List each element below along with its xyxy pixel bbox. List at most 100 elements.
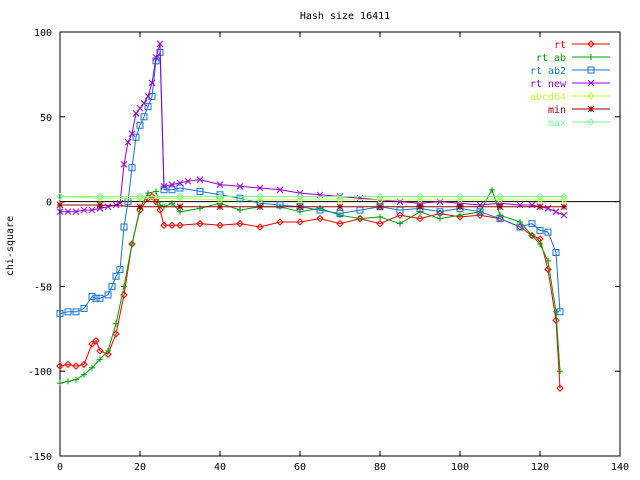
data-point [276, 186, 284, 194]
data-point [376, 203, 384, 211]
data-point [128, 130, 136, 138]
data-point [544, 265, 552, 274]
data-point [88, 206, 96, 214]
data-point [96, 192, 104, 201]
data-point [552, 316, 560, 325]
data-point [97, 356, 103, 363]
data-point [132, 110, 140, 117]
data-point [196, 219, 204, 228]
data-point [80, 206, 88, 214]
series-line [60, 43, 565, 216]
x-tick-label: 0 [57, 462, 63, 473]
y-tick-label: -100 [28, 367, 52, 378]
data-point [92, 336, 100, 345]
y-tick-label: -150 [28, 452, 52, 463]
data-point [336, 203, 344, 211]
data-point [56, 201, 64, 209]
data-point [104, 291, 112, 299]
y-tick-label: 100 [34, 28, 52, 39]
data-point [437, 215, 443, 222]
data-point [56, 192, 64, 201]
data-point [112, 330, 120, 338]
series-rt-ab2 [56, 48, 564, 318]
data-point [88, 340, 96, 348]
data-point [104, 203, 112, 211]
data-point [296, 196, 304, 204]
series-line [59, 188, 561, 384]
data-point [140, 113, 148, 121]
legend-swatch-marker [587, 79, 595, 87]
data-point [336, 209, 344, 217]
data-point [528, 220, 536, 228]
series-line [59, 195, 561, 389]
data-point [536, 203, 544, 211]
data-point [156, 206, 164, 214]
data-point [357, 215, 363, 222]
data-point [80, 304, 88, 312]
data-point [529, 232, 535, 239]
data-point [256, 203, 264, 211]
series-line [59, 52, 561, 314]
data-point [496, 215, 504, 223]
data-point [116, 265, 124, 273]
x-tick-label: 80 [374, 462, 386, 473]
data-point [144, 93, 152, 100]
series-line [59, 196, 564, 201]
legend-label: rt ab [536, 53, 566, 64]
data-point [396, 211, 404, 219]
y-tick-label: 50 [40, 113, 52, 124]
data-point [169, 200, 175, 207]
data-point [336, 219, 344, 228]
data-point [216, 181, 224, 188]
data-point [537, 241, 543, 247]
data-point [148, 192, 156, 201]
data-point [236, 219, 244, 228]
data-point [124, 138, 132, 146]
data-point [140, 99, 148, 107]
data-point [456, 203, 464, 211]
data-point [216, 192, 224, 201]
data-point [496, 203, 504, 211]
series-rt [56, 192, 564, 392]
series-line [60, 204, 564, 208]
data-point [556, 308, 564, 316]
data-point [136, 104, 144, 112]
y-tick-label: 0 [46, 198, 52, 209]
data-point [236, 182, 244, 190]
series-rt-new [56, 40, 568, 219]
data-point [56, 310, 64, 318]
data-point [168, 181, 176, 188]
legend-label: rt [554, 40, 566, 51]
data-point [176, 203, 184, 211]
legend-swatch-marker [587, 92, 595, 100]
data-point [64, 308, 72, 316]
data-point [276, 201, 284, 209]
data-point [144, 103, 152, 111]
legend-label: rt ab2 [530, 66, 566, 77]
data-point [156, 40, 164, 48]
legend-swatch-marker [588, 54, 594, 60]
data-point [56, 362, 64, 370]
legend-label: min [548, 105, 566, 116]
data-point [376, 192, 384, 201]
data-point [557, 368, 563, 375]
data-point [256, 223, 264, 231]
data-point [516, 223, 524, 231]
data-point [397, 220, 403, 227]
data-point [176, 179, 184, 187]
x-tick-label: 120 [531, 462, 549, 473]
legend-swatch-marker [587, 105, 595, 113]
legend-label: abcd64 [530, 92, 566, 103]
data-point [552, 208, 560, 216]
data-point [72, 208, 80, 216]
legend-label: max [548, 118, 566, 129]
data-point [296, 218, 304, 226]
data-point [256, 184, 264, 192]
data-point [136, 192, 144, 201]
data-point [89, 364, 95, 371]
data-point [552, 248, 560, 256]
data-point [184, 177, 192, 185]
data-point [160, 221, 168, 230]
data-point [152, 54, 160, 61]
data-point [416, 192, 424, 201]
